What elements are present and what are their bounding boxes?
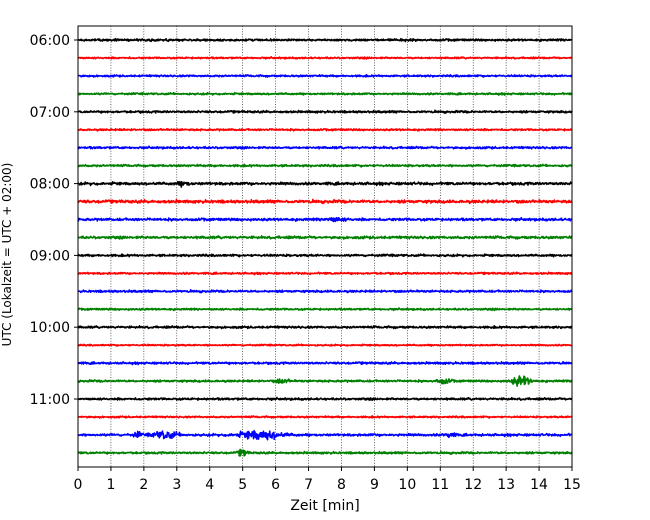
- plot-frame: [77, 25, 573, 468]
- trace-1045: [77, 375, 573, 387]
- x-tick-label-8: 8: [337, 477, 346, 493]
- y-tick-label-0800: 08:00: [30, 177, 70, 193]
- x-tick-label-13: 13: [497, 477, 515, 493]
- x-axis-label: Zeit [min]: [290, 498, 359, 514]
- y-tick-label-0600: 06:00: [30, 33, 70, 49]
- trace-0915: [77, 271, 573, 276]
- trace-0800: [77, 180, 573, 188]
- trace-0645: [77, 91, 573, 96]
- x-tick-label-11: 11: [431, 477, 449, 493]
- y-tick-label-0900: 09:00: [30, 248, 70, 264]
- x-axis-ticks: 0 1 2 3 4 5 6 7 8 9 10 11 12 13 14 15: [74, 467, 581, 493]
- trace-1115: [77, 415, 573, 419]
- trace-0900: [77, 253, 573, 258]
- trace-0730: [77, 145, 573, 150]
- trace-1000: [77, 325, 573, 330]
- trace-1030: [77, 360, 573, 366]
- x-tick-label-9: 9: [370, 477, 379, 493]
- trace-1100: [77, 396, 573, 402]
- y-axis-label: UTC (Lokalzeit = UTC + 02:00): [0, 163, 14, 347]
- trace-0700: [77, 109, 573, 114]
- seismic-traces: [77, 37, 573, 457]
- trace-0815: [77, 198, 573, 205]
- trace-0615: [77, 55, 573, 60]
- y-axis-ticks: 06:00 07:00 08:00 09:00 10:00 11:00: [30, 33, 78, 408]
- x-tick-label-12: 12: [464, 477, 482, 493]
- trace-1130: [77, 429, 573, 441]
- y-tick-label-1100: 11:00: [30, 392, 70, 408]
- trace-1145: [77, 448, 573, 457]
- trace-0745: [77, 163, 573, 168]
- x-tick-label-15: 15: [563, 477, 581, 493]
- y-tick-label-1000: 10:00: [30, 320, 70, 336]
- x-tick-label-1: 1: [106, 477, 115, 493]
- x-tick-label-14: 14: [530, 477, 548, 493]
- trace-0715: [77, 127, 573, 132]
- trace-0600: [77, 37, 573, 43]
- trace-0945: [77, 307, 573, 312]
- trace-0930: [77, 289, 573, 294]
- trace-1015: [77, 343, 573, 347]
- x-grid-lines: [110, 26, 540, 467]
- x-tick-label-3: 3: [172, 477, 181, 493]
- trace-0845: [77, 235, 573, 240]
- x-tick-label-10: 10: [398, 477, 416, 493]
- x-tick-label-6: 6: [271, 477, 280, 493]
- x-tick-label-2: 2: [139, 477, 148, 493]
- x-tick-label-4: 4: [205, 477, 214, 493]
- y-tick-label-0700: 07:00: [30, 105, 70, 121]
- trace-0830: [77, 216, 573, 223]
- x-tick-label-0: 0: [74, 477, 83, 493]
- trace-0630: [77, 73, 573, 78]
- x-tick-label-5: 5: [238, 477, 247, 493]
- x-tick-label-7: 7: [304, 477, 313, 493]
